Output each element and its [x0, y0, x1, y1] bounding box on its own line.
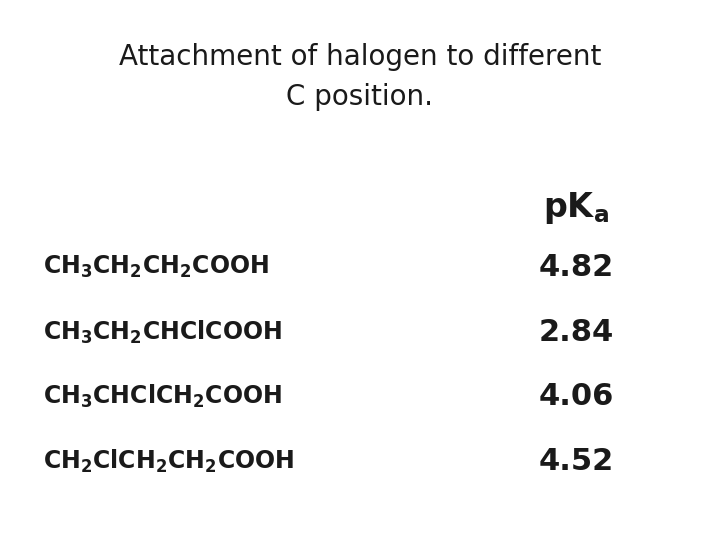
Text: $\mathbf{CH_3CHClCH_2COOH}$: $\mathbf{CH_3CHClCH_2COOH}$	[43, 383, 282, 410]
Text: 4.52: 4.52	[539, 447, 613, 476]
Text: 2.84: 2.84	[539, 318, 613, 347]
Text: 4.82: 4.82	[539, 253, 613, 282]
Text: C position.: C position.	[287, 83, 433, 111]
Text: 4.06: 4.06	[539, 382, 613, 411]
Text: $\mathbf{CH_3CH_2CHClCOOH}$: $\mathbf{CH_3CH_2CHClCOOH}$	[43, 319, 282, 346]
Text: Attachment of halogen to different: Attachment of halogen to different	[119, 43, 601, 71]
Text: $\mathbf{pK_a}$: $\mathbf{pK_a}$	[543, 190, 609, 226]
Text: $\mathbf{CH_2ClCH_2CH_2COOH}$: $\mathbf{CH_2ClCH_2CH_2COOH}$	[43, 448, 294, 475]
Text: $\mathbf{CH_3CH_2CH_2COOH}$: $\mathbf{CH_3CH_2CH_2COOH}$	[43, 254, 269, 280]
